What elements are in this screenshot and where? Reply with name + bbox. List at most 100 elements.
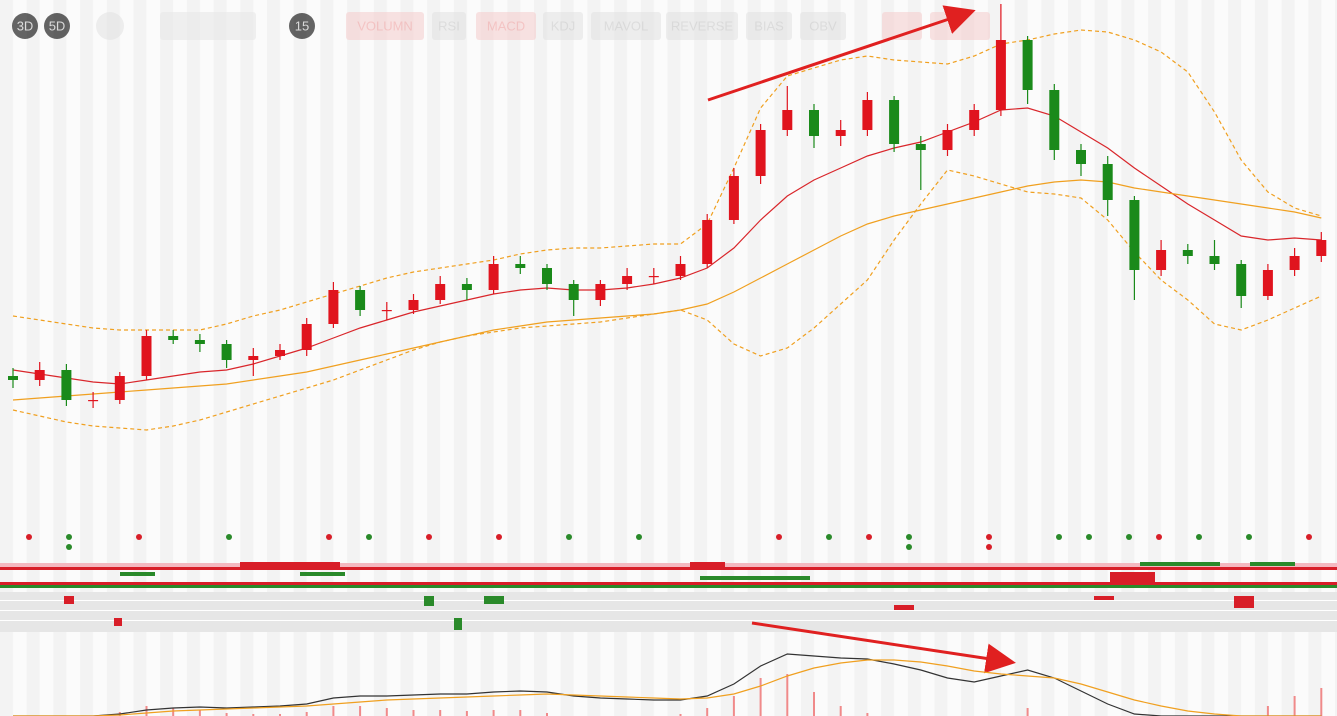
- toolbar-button[interactable]: MACD: [476, 12, 536, 40]
- candle-body: [141, 336, 152, 376]
- toolbar-button[interactable]: VOLUMN: [346, 12, 424, 40]
- macd-bar: [1266, 706, 1269, 716]
- button-label: 15: [295, 18, 309, 33]
- candle-body: [1262, 270, 1273, 296]
- macd-bar: [332, 706, 335, 716]
- macd-bar: [439, 710, 442, 716]
- theme-toggle[interactable]: [96, 12, 124, 40]
- candle-body: [61, 370, 72, 400]
- macd-bar: [412, 710, 415, 716]
- toolbar-button[interactable]: 3D: [12, 13, 38, 39]
- candle-body: [328, 290, 339, 324]
- macd-bar: [225, 713, 228, 716]
- toolbar-button[interactable]: 15: [289, 13, 315, 39]
- toolbar-button[interactable]: KDJ: [543, 12, 583, 40]
- candle-body: [515, 264, 526, 268]
- toolbar-button[interactable]: BIAS: [746, 12, 792, 40]
- candle-body: [809, 110, 819, 136]
- macd-bar: [198, 710, 201, 716]
- candle-body: [889, 100, 900, 144]
- macd-bar: [1026, 708, 1029, 716]
- macd-bar: [172, 708, 175, 716]
- signal-dots: [26, 534, 1312, 550]
- macd-bar: [706, 708, 709, 716]
- toolbar-button[interactable]: 5D: [44, 13, 70, 39]
- candle-body: [568, 284, 579, 300]
- line-series: [12, 169, 1322, 431]
- button-bg: [543, 12, 583, 40]
- button-bg: [666, 12, 738, 40]
- candle-body: [435, 284, 446, 300]
- macd-bar: [546, 713, 548, 716]
- line-series: [13, 653, 1322, 716]
- macd-bar: [145, 706, 148, 716]
- candle-body: [755, 130, 766, 176]
- candle-body: [595, 284, 606, 300]
- button-bg: [289, 13, 315, 39]
- macd-bar: [759, 678, 762, 716]
- macd-bar: [1320, 688, 1323, 716]
- candle-body: [702, 220, 713, 264]
- toolbar: 3D 5D 15 VOLUMN RSI MACD KDJ MAVOL REVERSE BIAS OB…: [12, 12, 990, 40]
- candle-body: [835, 130, 846, 136]
- candle-body: [1289, 256, 1300, 270]
- toolbar-button[interactable]: RSI: [432, 12, 466, 40]
- candle-body: [8, 376, 18, 380]
- toolbar-button[interactable]: OBV: [800, 12, 846, 40]
- candle-body: [168, 336, 179, 340]
- button-bg: [346, 12, 424, 40]
- macd-bar: [679, 714, 682, 716]
- button-label: BIAS: [754, 18, 784, 33]
- button-bg: [800, 12, 846, 40]
- candle-body: [542, 268, 552, 284]
- candle-body: [782, 110, 793, 130]
- candle-body: [1182, 250, 1193, 256]
- macd-bar: [786, 674, 789, 716]
- candle-body: [1076, 150, 1086, 164]
- button-label: RSI: [438, 18, 460, 33]
- annotation-arrow: [707, 5, 976, 102]
- button-label: 3D: [17, 18, 34, 33]
- candle-body: [275, 350, 285, 356]
- candle-body: [1156, 250, 1167, 270]
- candle-body: [114, 376, 125, 400]
- candle-body: [995, 40, 1006, 110]
- candle-body: [248, 356, 259, 360]
- candle-body: [355, 290, 366, 310]
- candle-body: [622, 276, 633, 284]
- button-label: KDJ: [551, 18, 576, 33]
- button-label: MACD: [487, 18, 525, 33]
- macd-bar: [492, 710, 495, 716]
- toolbar-button[interactable]: REVERSE: [666, 12, 738, 40]
- macd-bar: [1293, 696, 1296, 716]
- candle-body: [969, 110, 980, 130]
- macd-bar: [305, 712, 308, 716]
- button-bg: [591, 12, 661, 40]
- candle-body: [1102, 164, 1113, 200]
- candle-body: [1049, 90, 1060, 150]
- macd-bar: [839, 706, 842, 716]
- candle-body: [942, 130, 953, 150]
- button-label: 5D: [49, 18, 66, 33]
- candle-body: [381, 310, 392, 312]
- candle-body: [1129, 200, 1140, 270]
- line-series: [12, 29, 1322, 331]
- candle-body: [461, 284, 472, 290]
- candle-body: [1316, 240, 1327, 256]
- candle-body: [88, 400, 99, 402]
- candle-body: [1022, 40, 1033, 90]
- candle-body: [194, 340, 205, 344]
- candle-body: [915, 144, 926, 150]
- macd-bar: [465, 711, 468, 716]
- candle-body: [648, 276, 659, 278]
- candle-body: [221, 344, 232, 360]
- toolbar-button[interactable]: MAVOL: [591, 12, 661, 40]
- candle-body: [34, 370, 45, 380]
- button-label: REVERSE: [671, 18, 733, 33]
- macd-bar: [813, 692, 815, 716]
- search-box: [160, 12, 256, 40]
- macd-bar: [519, 710, 522, 716]
- candle-body: [408, 300, 419, 310]
- candle-body: [488, 264, 499, 290]
